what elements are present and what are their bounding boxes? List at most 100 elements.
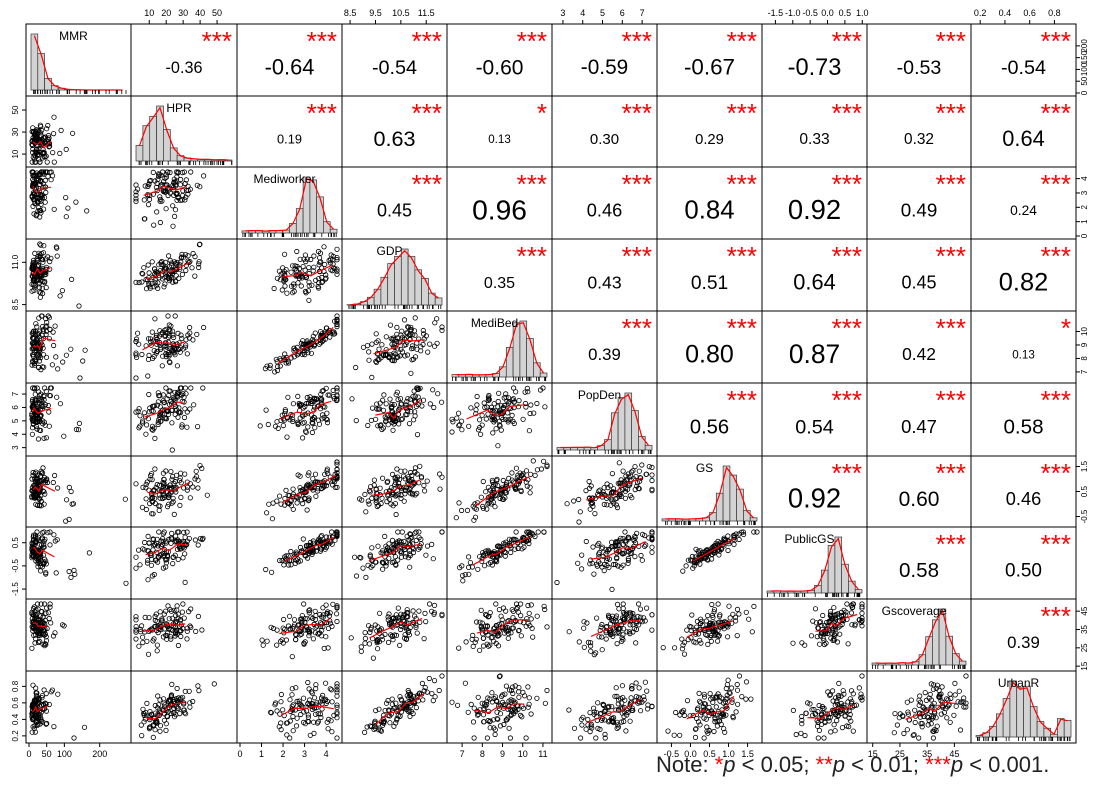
data-point	[575, 560, 581, 566]
data-point	[50, 479, 56, 486]
data-point	[299, 435, 306, 441]
data-point	[41, 474, 48, 481]
data-point	[265, 421, 271, 428]
data-point	[455, 410, 462, 416]
data-point	[53, 570, 59, 576]
data-point	[135, 330, 141, 336]
data-point	[171, 714, 178, 720]
data-point	[133, 196, 139, 202]
data-point	[524, 483, 530, 489]
data-point	[183, 267, 189, 274]
data-point	[822, 622, 828, 629]
data-point	[511, 399, 517, 405]
data-point	[319, 701, 325, 707]
data-point	[385, 639, 392, 646]
data-point	[736, 673, 743, 679]
smooth-line	[692, 537, 735, 562]
data-point	[318, 714, 324, 721]
data-point	[649, 535, 655, 541]
data-point	[535, 529, 541, 535]
data-point	[29, 615, 35, 622]
data-point	[334, 530, 340, 536]
data-point	[163, 538, 169, 544]
data-point	[643, 542, 649, 548]
data-point	[566, 629, 572, 635]
data-point	[41, 435, 47, 441]
data-point	[334, 388, 340, 394]
data-point	[832, 613, 838, 619]
data-point	[716, 552, 722, 558]
data-point	[496, 543, 502, 549]
data-point	[617, 492, 624, 498]
data-point	[29, 431, 36, 437]
data-point	[369, 405, 376, 411]
data-point	[29, 194, 35, 200]
significance-stars-0-1: ***	[202, 26, 232, 56]
data-point	[845, 641, 851, 647]
scatter-panel-9-0	[29, 682, 88, 741]
data-point	[170, 223, 176, 229]
data-point	[603, 636, 609, 642]
significance-stars-6-9: ***	[1041, 458, 1071, 488]
correlation-value-6-9: 0.46	[1006, 489, 1041, 509]
data-point	[399, 416, 405, 422]
data-point	[171, 710, 177, 716]
data-point	[334, 271, 340, 277]
data-point	[577, 509, 583, 515]
data-point	[474, 393, 480, 400]
data-point	[728, 685, 735, 691]
data-point	[299, 351, 305, 357]
data-point	[649, 477, 655, 484]
data-point	[34, 529, 40, 535]
data-point	[156, 262, 162, 268]
data-point	[145, 577, 151, 583]
data-point	[614, 555, 620, 562]
data-point	[420, 341, 426, 348]
data-point	[629, 546, 636, 552]
data-point	[398, 495, 404, 501]
data-point	[38, 124, 44, 130]
data-point	[644, 706, 651, 712]
data-point	[142, 614, 148, 621]
data-point	[310, 268, 316, 274]
data-point	[434, 340, 440, 346]
data-point	[395, 605, 401, 611]
data-point	[696, 690, 702, 697]
data-point	[463, 639, 469, 645]
data-point	[457, 422, 463, 428]
data-point	[175, 642, 181, 649]
scatter-panel-9-3	[361, 673, 445, 736]
data-point	[393, 418, 399, 424]
data-point	[362, 491, 368, 497]
data-point	[40, 323, 46, 330]
data-point	[402, 701, 408, 708]
data-point	[32, 128, 39, 134]
data-point	[497, 491, 504, 497]
data-point	[153, 283, 159, 289]
data-point	[721, 726, 727, 732]
smooth-line	[686, 620, 734, 638]
data-point	[30, 385, 36, 391]
data-point	[500, 692, 506, 698]
data-point	[263, 566, 269, 573]
data-point	[174, 607, 180, 613]
data-point	[278, 501, 284, 507]
data-point	[394, 354, 400, 361]
data-point	[299, 616, 305, 622]
data-point	[280, 625, 286, 631]
data-point	[485, 411, 491, 417]
data-point	[366, 349, 372, 355]
data-point	[495, 716, 501, 722]
data-point	[73, 199, 79, 205]
data-point	[143, 286, 150, 292]
data-point	[407, 469, 414, 476]
data-point	[510, 707, 516, 713]
data-point	[155, 421, 161, 428]
data-point	[50, 131, 57, 137]
data-point	[196, 259, 202, 265]
data-point	[178, 633, 184, 640]
data-point	[301, 495, 308, 501]
data-point	[293, 723, 300, 729]
data-point	[300, 420, 306, 426]
data-point	[32, 357, 38, 363]
